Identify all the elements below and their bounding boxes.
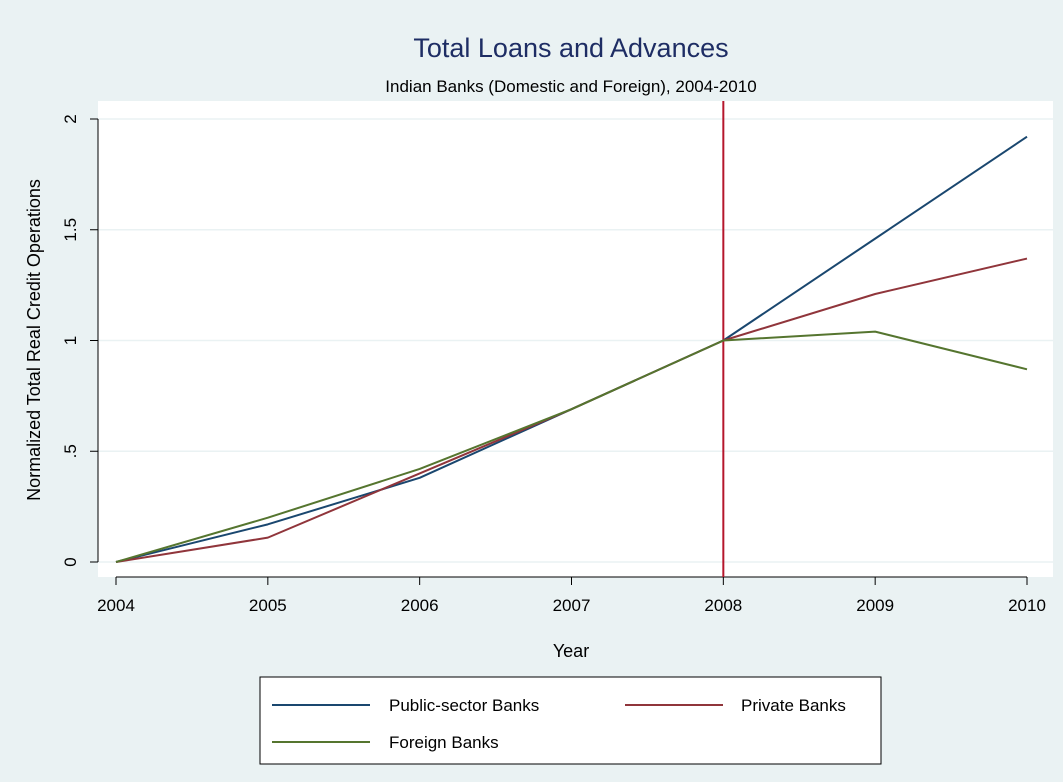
- legend-label-private: Private Banks: [741, 696, 846, 715]
- legend: Public-sector Banks Private Banks Foreig…: [259, 676, 882, 765]
- x-axis-label: Year: [553, 641, 589, 661]
- y-axis-label: Normalized Total Real Credit Operations: [24, 179, 44, 501]
- series-lines: [115, 135, 1028, 563]
- x-tick-label-0: 2004: [97, 596, 135, 615]
- y-tick-label-0: 0: [61, 557, 80, 566]
- series-line-foreign-banks: [115, 330, 1028, 563]
- chart-title: Total Loans and Advances: [413, 33, 728, 63]
- x-tick-label-5: 2009: [856, 596, 894, 615]
- chart-subtitle: Indian Banks (Domestic and Foreign), 200…: [385, 77, 756, 96]
- y-tick-label-1: .5: [61, 444, 80, 458]
- x-tick-label-4: 2008: [704, 596, 742, 615]
- legend-label-public-sector: Public-sector Banks: [389, 696, 539, 715]
- x-tick-label-1: 2005: [249, 596, 287, 615]
- y-tick-label-4: 2: [61, 114, 80, 123]
- x-tick-label-6: 2010: [1008, 596, 1046, 615]
- legend-box: [259, 676, 882, 765]
- axes: 0 .5 1 1.5 2 2004 2005 2006 2007 2008 2009 2010: [61, 114, 1046, 615]
- x-tick-label-2: 2006: [401, 596, 439, 615]
- legend-label-foreign: Foreign Banks: [389, 733, 499, 752]
- x-tick-label-3: 2007: [553, 596, 591, 615]
- y-tick-label-3: 1.5: [61, 218, 80, 242]
- y-tick-label-2: 1: [61, 336, 80, 345]
- gridlines: [98, 118, 1053, 563]
- plot-background: [98, 101, 1053, 577]
